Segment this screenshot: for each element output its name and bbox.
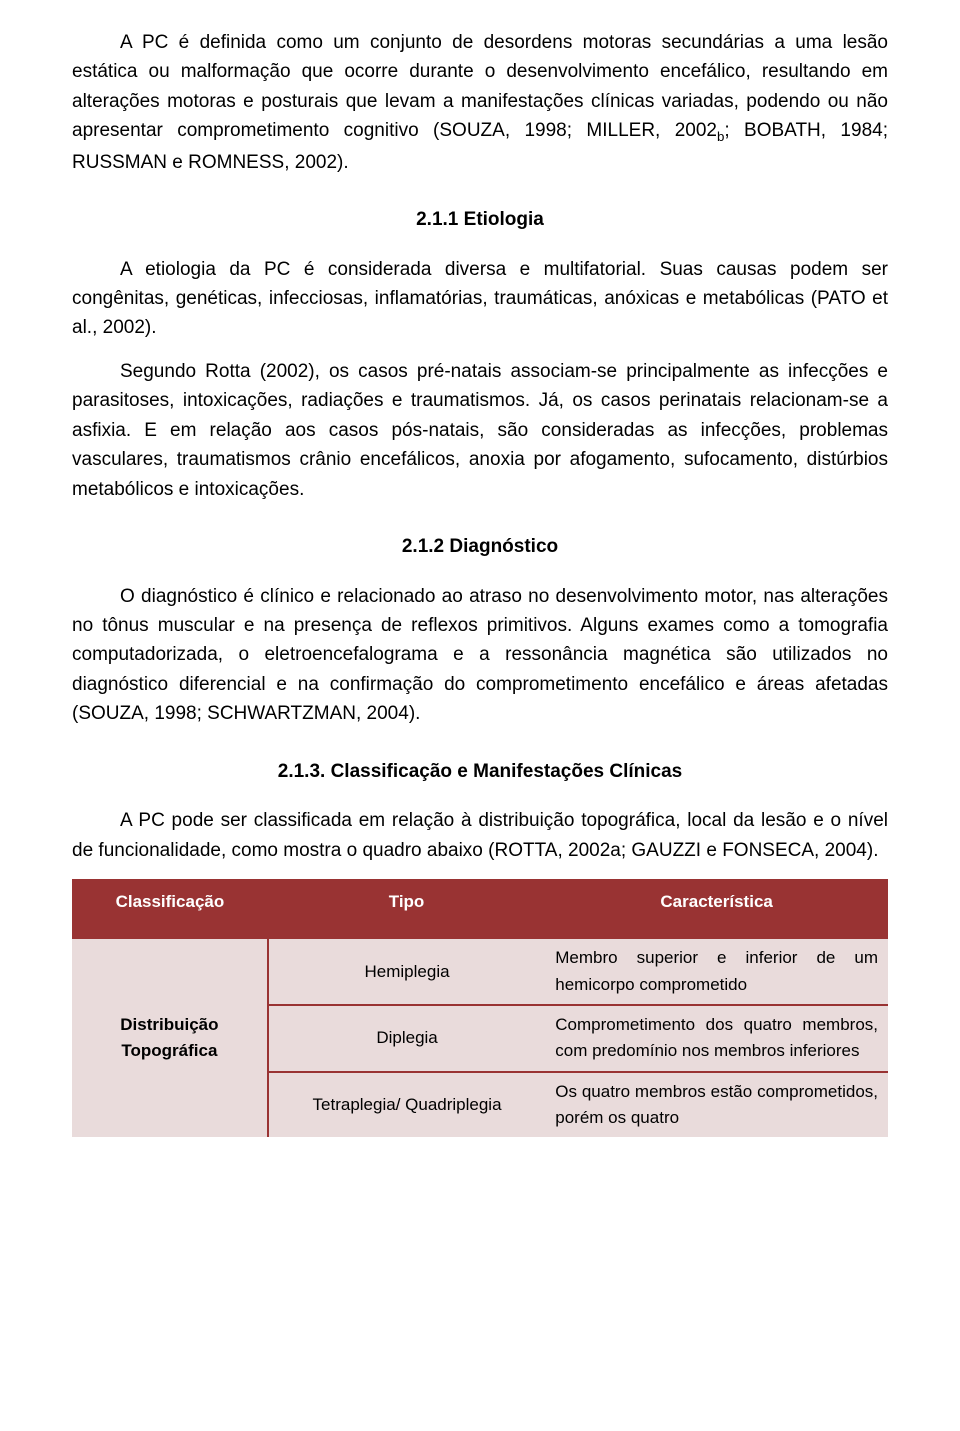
col-header-classificacao: Classificação <box>72 879 268 939</box>
paragraph-classificacao: A PC pode ser classificada em relação à … <box>72 806 888 865</box>
cell-category: Distribuição Topográfica <box>72 939 268 1137</box>
cell-type: Diplegia <box>268 1005 545 1072</box>
paragraph-diagnostico: O diagnóstico é clínico e relacionado ao… <box>72 582 888 729</box>
paragraph-etiologia-2: Segundo Rotta (2002), os casos pré-natai… <box>72 357 888 504</box>
cell-characteristic: Os quatro membros estão comprometidos, p… <box>545 1072 888 1138</box>
heading-diagnostico: 2.1.2 Diagnóstico <box>72 532 888 561</box>
cell-type: Hemiplegia <box>268 939 545 1005</box>
col-header-caracteristica: Característica <box>545 879 888 939</box>
cell-type: Tetraplegia/ Quadriplegia <box>268 1072 545 1138</box>
cell-characteristic: Comprometimento dos quatro membros, com … <box>545 1005 888 1072</box>
heading-classificacao: 2.1.3. Classificação e Manifestações Clí… <box>72 757 888 786</box>
heading-etiologia: 2.1.1 Etiologia <box>72 205 888 234</box>
paragraph-etiologia-1: A etiologia da PC é considerada diversa … <box>72 255 888 343</box>
document-page: A PC é definida como um conjunto de deso… <box>0 0 960 1137</box>
table-row: Distribuição Topográfica Hemiplegia Memb… <box>72 939 888 1005</box>
cell-characteristic: Membro superior e inferior de um hemicor… <box>545 939 888 1005</box>
col-header-tipo: Tipo <box>268 879 545 939</box>
table-header-row: Classificação Tipo Característica <box>72 879 888 939</box>
classification-table: Classificação Tipo Característica Distri… <box>72 879 888 1137</box>
paragraph-intro: A PC é definida como um conjunto de deso… <box>72 28 888 177</box>
